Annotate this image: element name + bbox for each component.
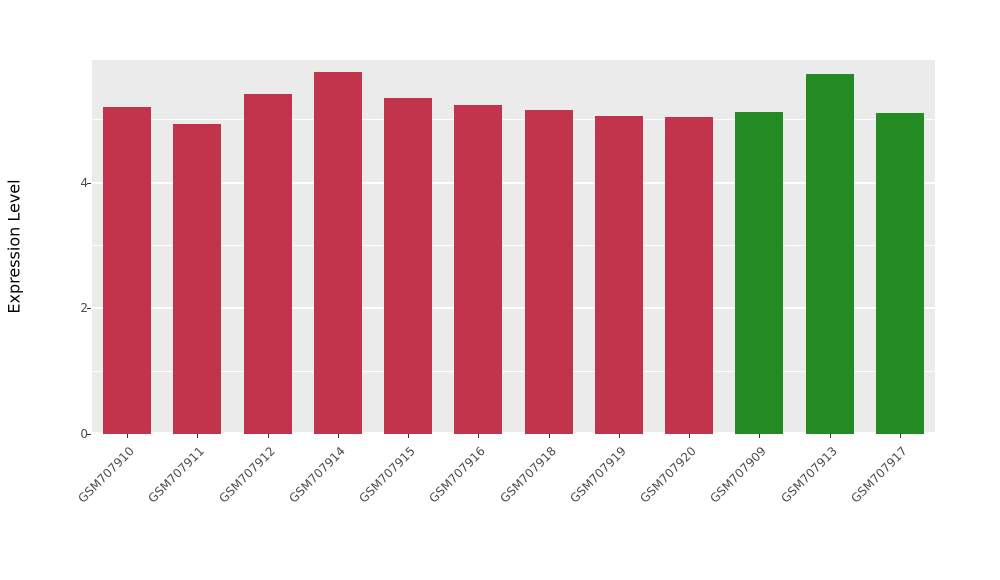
x-tick-mark bbox=[548, 434, 550, 438]
bar bbox=[805, 74, 854, 434]
plot-panel bbox=[92, 60, 935, 434]
x-tick-mark bbox=[127, 434, 129, 438]
bar bbox=[665, 117, 714, 434]
x-tick-mark bbox=[899, 434, 901, 438]
y-axis-title-text: Expression Level bbox=[4, 179, 24, 314]
x-tick-mark bbox=[267, 434, 269, 438]
bar bbox=[594, 115, 643, 434]
bar bbox=[875, 113, 924, 434]
x-tick-mark bbox=[618, 434, 620, 438]
gridline-major bbox=[92, 181, 935, 184]
bar bbox=[735, 112, 784, 434]
bar bbox=[103, 107, 152, 434]
y-tick-mark bbox=[87, 434, 91, 435]
bar bbox=[384, 98, 433, 434]
gridline-major bbox=[92, 307, 935, 310]
y-tick-label: 4 bbox=[80, 175, 88, 190]
x-tick-mark bbox=[337, 434, 339, 438]
x-tick-mark bbox=[197, 434, 199, 438]
gridline-minor bbox=[92, 370, 935, 372]
y-tick-label: 2 bbox=[80, 301, 88, 316]
y-tick-mark bbox=[87, 308, 91, 310]
bar bbox=[454, 105, 503, 434]
bar bbox=[243, 93, 292, 434]
y-tick-mark bbox=[87, 182, 91, 184]
x-tick-mark bbox=[689, 434, 691, 438]
x-tick-mark bbox=[829, 434, 831, 438]
gridline-major bbox=[92, 432, 935, 434]
y-tick-label: 0 bbox=[80, 427, 88, 441]
bar bbox=[173, 124, 222, 434]
x-tick-mark bbox=[759, 434, 761, 438]
gridline-minor bbox=[92, 119, 935, 121]
x-tick-mark bbox=[478, 434, 480, 438]
bar bbox=[313, 71, 362, 434]
gridline-minor bbox=[92, 244, 935, 246]
bar bbox=[524, 110, 573, 434]
x-tick-mark bbox=[408, 434, 410, 438]
